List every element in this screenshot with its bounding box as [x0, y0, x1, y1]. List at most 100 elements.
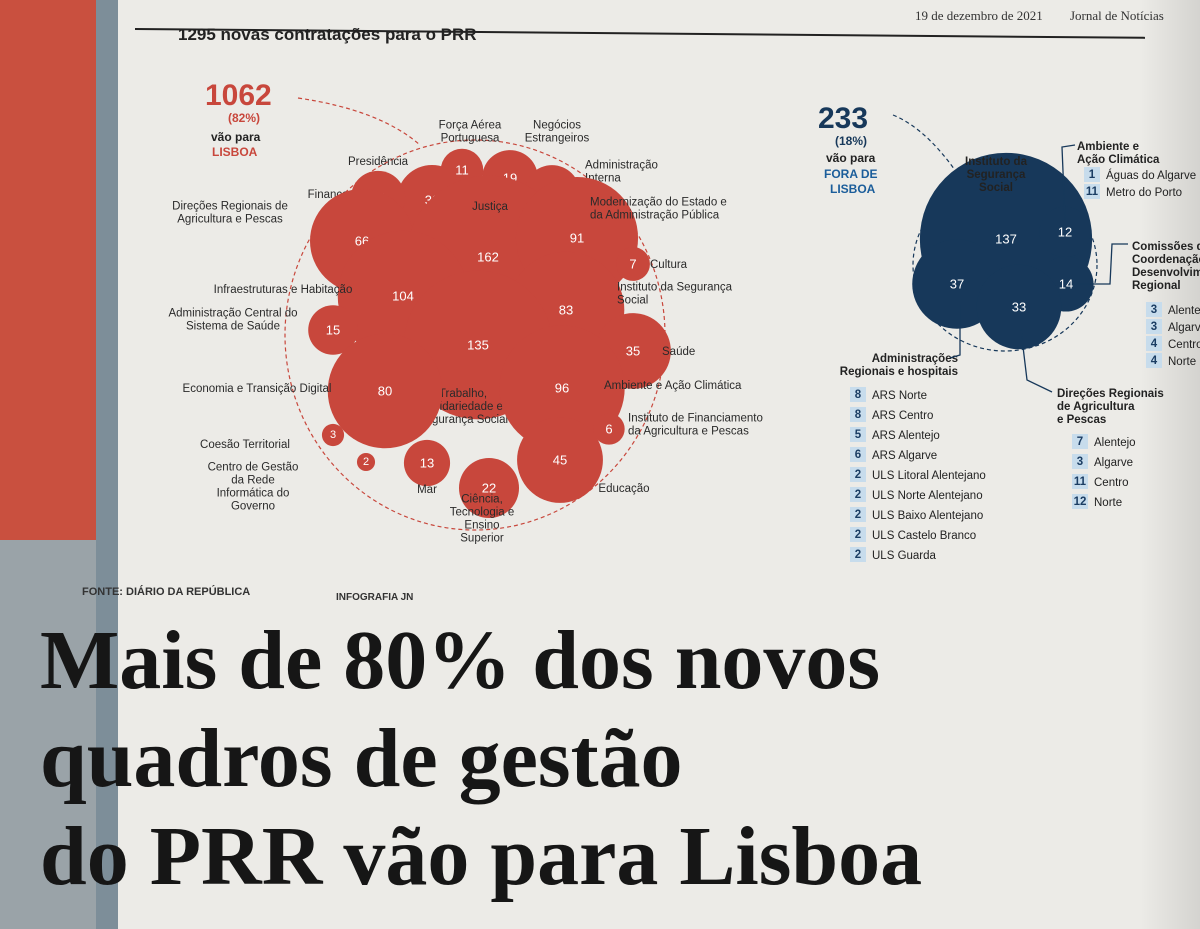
group-label-ars: Administrações Regionais e hospitais — [840, 353, 958, 378]
group-label-ars-line: Administrações — [872, 353, 958, 365]
bubble-label-line: Modernização do Estado e — [590, 197, 727, 209]
bubble-label-line: Educação — [598, 483, 649, 495]
bubble-label-educacao: Educação — [598, 483, 649, 495]
breakdown-ars-value: 2 — [855, 469, 861, 481]
bubble-cultura — [616, 247, 650, 281]
group-label-drap-line: de Agricultura — [1057, 401, 1135, 413]
bubble-value-ambiente-e-acao-climatica: 96 — [555, 381, 569, 396]
bubble-label-coesao-territorial: Coesão Territorial — [200, 439, 290, 451]
bubble-label-line: Infraestruturas e Habitação — [214, 284, 353, 296]
breakdown-ccdr-badge — [1146, 319, 1162, 334]
bubble-value-instituto-de-financiamento-da-agricultura-e-pescas: 6 — [605, 422, 612, 437]
breakdown-ccdr-label: Algarve — [1168, 322, 1200, 334]
breakdown-drap-label: Norte — [1094, 497, 1122, 509]
fora-bubbles: 137 12 14 37 33 — [912, 152, 1094, 350]
bubble-label-justica: Justiça — [472, 201, 508, 213]
breakdown-ars-label: ULS Litoral Alentejano — [872, 470, 986, 482]
group-label-ccdr-line: Coordenação e — [1132, 254, 1200, 266]
breakdown-drap-value: 11 — [1074, 476, 1087, 488]
breakdown-ambiente-badge — [1084, 184, 1100, 199]
fora-dest-line2: FORA DE — [824, 167, 878, 181]
fora-total: 233 — [818, 102, 868, 135]
lisboa-leader — [297, 97, 421, 146]
breakdown-drap-badge — [1072, 474, 1088, 489]
newspaper-name: Jornal de Notícias — [1070, 8, 1164, 23]
breakdown-ccdr-label: Centro — [1168, 339, 1200, 351]
bubble-label-administracao-central-do-sistema-de-saude: Administração Central do Sistema de Saúde — [168, 308, 297, 333]
bubble-label-negocios-estrangeiros: Negócios Estrangeiros — [525, 120, 590, 145]
group-label-drap-line: e Pescas — [1057, 414, 1106, 426]
bubble-label-line: Segurança Social — [418, 414, 508, 426]
bubble-label-line: Mar — [417, 484, 437, 496]
bubble-label-line: Administração Central do — [168, 308, 297, 320]
fora-pct: (18%) — [835, 134, 867, 148]
group-label-drap-line: Direções Regionais — [1057, 388, 1164, 400]
bubble-label-line: Solidariedade e — [423, 401, 503, 413]
breakdown-ars-label: ARS Norte — [872, 390, 927, 402]
bubble-value-modernizacao-do-estado-e-da-administracao-publica: 91 — [570, 231, 584, 246]
headline-line-3: do PRR vão para Lisboa — [40, 810, 923, 903]
bubble-label-line: Cultura — [650, 259, 688, 271]
fora-leader — [892, 114, 966, 186]
group-label-ambiente: Ambiente e Ação Climática — [1077, 141, 1160, 166]
bubble-value-cultura: 7 — [629, 257, 636, 272]
fora-bubble-direcoes-regionais-de-agricultura-e-pescas — [976, 264, 1062, 350]
breakdown-ars-value: 8 — [855, 409, 862, 421]
bubble-label-instituto-de-financiamento-da-agricultura-e-pescas: Instituto de Financiamento da Agricultura… — [628, 413, 763, 438]
breakdown-ambiente-label: Águas do Algarve — [1106, 169, 1196, 182]
breakdown-ambiente-value: 1 — [1089, 169, 1096, 181]
bubble-label-ambiente-e-acao-climatica: Ambiente e Ação Climática — [604, 380, 742, 392]
fora-breakdowns: Instituto da Segurança Social Ambiente e Açã… — [840, 141, 1200, 562]
breakdown-ars-badge — [850, 447, 866, 462]
group-label-iss-line: Social — [979, 182, 1013, 194]
breakdown-drap-badge — [1072, 494, 1088, 509]
bubble-label-centro-de-gestao-da-rede-informatica-do-governo: Centro de Gestão da Rede Informática do Gov… — [208, 462, 299, 513]
bubble-label-economia-e-transicao-digital: Economia e Transição Digital — [183, 383, 332, 395]
bubble-value-ciencia-tecnologia-e-ensino-superior: 22 — [482, 481, 496, 496]
breakdown-ambiente-label: Metro do Porto — [1106, 187, 1182, 199]
bubble-value-mar: 13 — [420, 456, 434, 471]
group-label-ccdr-line: Regional — [1132, 280, 1181, 292]
bubble-label-line: Social — [617, 295, 648, 307]
bubble-label-line: Força Aérea — [439, 120, 502, 132]
fora-dest-line1: vão para — [826, 151, 876, 165]
breakdown-ccdr-value: 4 — [1151, 355, 1158, 367]
bubble-label-line: Informática do — [217, 488, 290, 500]
bubble-value-coesao-territorial: 3 — [330, 429, 336, 441]
bubble-label-forca-aerea-portuguesa: Força Aérea Portuguesa — [439, 120, 502, 145]
breakdown-ars-label: ULS Baixo Alentejano — [872, 510, 983, 522]
group-label-iss-line: Instituto da — [965, 156, 1028, 168]
page-curl-shadow — [1140, 0, 1200, 929]
bubble-label-line: Governo — [231, 501, 275, 513]
breakdown-ars-label: ULS Guarda — [872, 550, 937, 562]
fora-bubble-value-direcoes-regionais-de-agricultura-e-pescas: 33 — [1012, 300, 1026, 315]
chart-credit: INFOGRAFIA JN — [336, 592, 414, 603]
bubble-label-presidencia: Presidência — [348, 156, 409, 168]
group-label-ccdr-line: Desenvolvimento — [1132, 267, 1200, 279]
breakdown-ccdr-badge — [1146, 302, 1162, 317]
bubble-label-line: Agricultura e Pescas — [177, 214, 283, 226]
bubble-label-line: da Administração Pública — [590, 210, 720, 222]
breakdown-ars-value: 2 — [855, 529, 861, 541]
group-label-ccdr: Comissões deCoordenação eDesenvolvimento… — [1132, 241, 1200, 292]
group-label-ars-line: Regionais e hospitais — [840, 366, 958, 378]
bubble-label-line: Presidência — [348, 156, 409, 168]
bubble-label-line: Instituto de Financiamento — [628, 413, 763, 425]
breakdown-ars-value: 5 — [855, 429, 862, 441]
bubble-label-instituto-da-seguranca-social: Instituto da Segurança Social — [617, 282, 733, 307]
bubble-economia-e-transicao-digital — [327, 333, 443, 449]
bubble-label-line: Trabalho, — [439, 388, 487, 400]
fora-bubble-value-instituto-da-seguranca-social: 137 — [995, 232, 1017, 247]
bubble-coesao-territorial — [321, 423, 345, 447]
headline-line-1: Mais de 80% dos novos — [40, 614, 881, 707]
breakdown-ars-label: ULS Norte Alentejano — [872, 490, 983, 502]
breakdown-ars-badge — [850, 427, 866, 442]
breakdown-ccdr-value: 3 — [1151, 304, 1157, 316]
breakdown-ars-badge — [850, 527, 866, 542]
breakdown-ars-label: ARS Algarve — [872, 450, 937, 462]
bubble-label-line: Economia e Transição Digital — [183, 383, 332, 395]
group-label-iss-line: Segurança — [967, 169, 1026, 181]
bubble-value-justica: 162 — [477, 250, 499, 265]
bubble-label-modernizacao-do-estado-e-da-administracao-publica: Modernização do Estado e da Administração… — [590, 197, 727, 222]
bubble-label-line: Ensino — [464, 520, 499, 532]
